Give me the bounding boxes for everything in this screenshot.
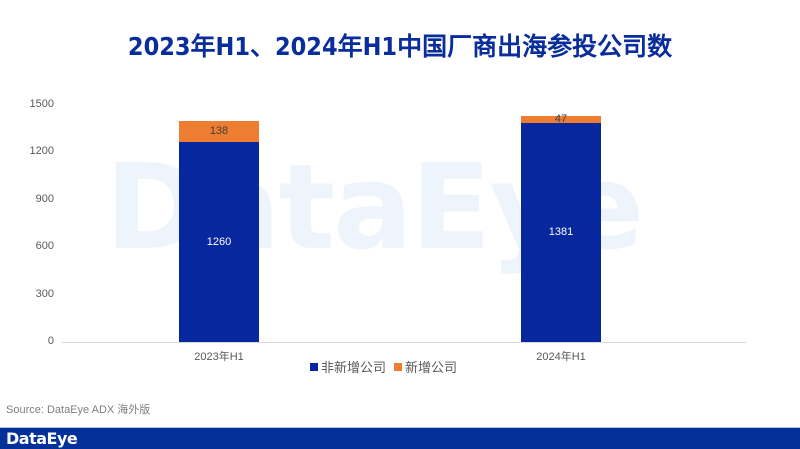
legend-item-new: 新增公司: [394, 357, 457, 376]
x-tick: 2024年H1: [536, 351, 586, 363]
footer-logo: DataEye: [6, 429, 78, 448]
legend-swatch-icon: [310, 362, 318, 371]
data-label: 138: [209, 125, 229, 137]
bar-segment-non-new: 1260: [179, 142, 259, 342]
legend: 非新增公司 新增公司: [310, 357, 461, 376]
legend-item-non-new: 非新增公司: [310, 357, 386, 376]
x-tick: 2023年H1: [194, 351, 244, 363]
legend-label: 非新增公司: [321, 361, 387, 376]
y-tick: 300: [35, 288, 54, 300]
x-axis-line: [62, 342, 746, 343]
bar-segment-new: 138: [179, 121, 259, 142]
y-tick: 0: [47, 335, 54, 347]
y-tick: 900: [35, 193, 54, 205]
legend-label: 新增公司: [405, 361, 458, 376]
bar-segment-new: 47: [521, 113, 601, 125]
bar-segment-non-new: 1381: [521, 123, 601, 342]
footer-bar: DataEye: [0, 427, 800, 449]
bar-2023h1: 138 1260: [179, 121, 259, 342]
y-tick: 1500: [29, 98, 54, 110]
y-tick: 600: [35, 240, 54, 252]
data-label: 47: [554, 113, 568, 125]
data-label: 1381: [548, 226, 574, 238]
chart-title: 2023年H1、2024年H1中国厂商出海参投公司数: [127, 32, 673, 61]
data-label: 1260: [206, 236, 232, 248]
source-note: Source: DataEye ADX 海外版: [6, 404, 151, 416]
bar-2024h1: 47 1381: [521, 113, 601, 342]
legend-swatch-icon: [394, 362, 403, 371]
y-tick: 1200: [29, 145, 54, 157]
